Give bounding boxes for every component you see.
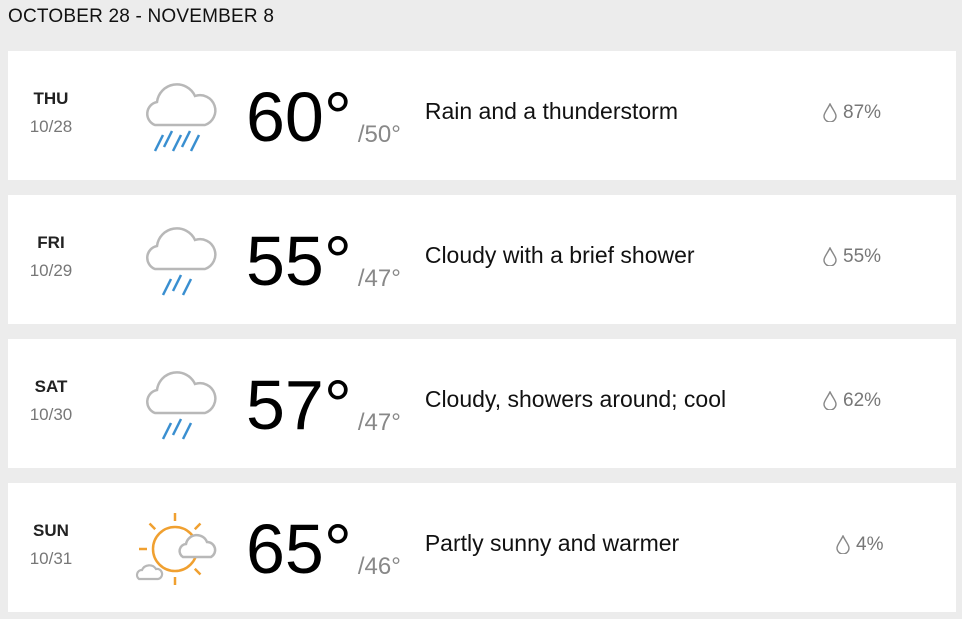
forecast-day-card[interactable]: SUN 10/31 65° /46° Partly sunny and warm… (8, 483, 956, 612)
precip-value: 55% (843, 246, 882, 267)
day-of-week: SAT (34, 377, 68, 396)
day-of-week: THU (33, 89, 69, 108)
high-temp: 55° (246, 222, 352, 300)
weather-phrase: Partly sunny and warmer (424, 530, 680, 556)
temperature-and-phrase: 55° /47° Cloudy with a brief shower (246, 215, 695, 305)
forecast-day-card[interactable]: THU 10/28 60° /50° Rain and a thundersto… (8, 51, 956, 180)
day-date: 10/31 (29, 549, 73, 568)
raindrop-icon (836, 534, 850, 561)
high-temp: 60° (246, 78, 352, 156)
rain-cloud-icon (133, 73, 223, 158)
day-date: 10/30 (29, 405, 73, 424)
precip-value: 4% (856, 534, 884, 555)
low-temp: /47° (357, 409, 401, 436)
low-temp: /46° (357, 553, 401, 580)
precip-chance: 4% (836, 533, 883, 561)
partly-sunny-icon (133, 505, 223, 590)
low-temp: /50° (357, 121, 401, 148)
day-of-week: SUN (33, 521, 69, 540)
weather-phrase: Rain and a thunderstorm (424, 98, 678, 124)
precip-chance: 62% (823, 389, 881, 417)
date-range-title: OCTOBER 28 - NOVEMBER 8 (8, 6, 275, 27)
forecast-day-card[interactable]: SAT 10/30 57° /47° Cloudy, showers aroun… (8, 339, 956, 468)
shower-cloud-icon (133, 361, 223, 446)
raindrop-icon (823, 390, 837, 417)
shower-cloud-icon (133, 217, 223, 302)
day-date: 10/29 (29, 261, 73, 280)
high-temp: 57° (246, 366, 352, 444)
raindrop-icon (823, 246, 837, 273)
temperature-and-phrase: 60° /50° Rain and a thunderstorm (246, 71, 678, 161)
precip-chance: 87% (823, 101, 881, 129)
weather-phrase: Cloudy with a brief shower (424, 242, 695, 268)
forecast-day-card[interactable]: FRI 10/29 55° /47° Cloudy with a brief s… (8, 195, 956, 324)
precip-value: 62% (843, 390, 882, 411)
precip-value: 87% (843, 102, 882, 123)
high-temp: 65° (246, 510, 352, 588)
day-of-week: FRI (37, 233, 65, 252)
day-date: 10/28 (29, 117, 73, 136)
temperature-and-phrase: 65° /46° Partly sunny and warmer (246, 503, 679, 593)
low-temp: /47° (357, 265, 401, 292)
weather-phrase: Cloudy, showers around; cool (424, 386, 727, 412)
raindrop-icon (823, 102, 837, 129)
precip-chance: 55% (823, 245, 881, 273)
temperature-and-phrase: 57° /47° Cloudy, showers around; cool (246, 359, 726, 449)
